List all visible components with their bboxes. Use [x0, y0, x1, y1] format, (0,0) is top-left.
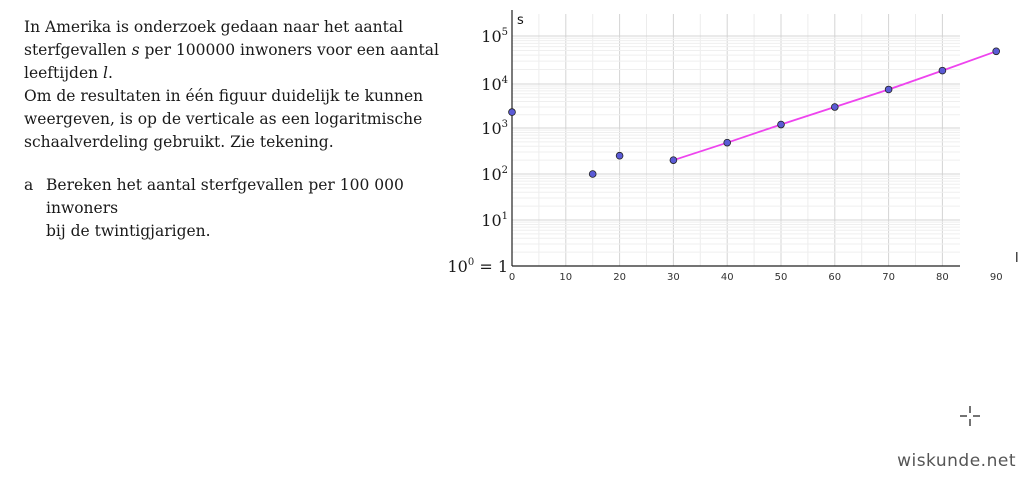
data-point — [723, 138, 732, 147]
intro-line-1: In Amerika is onderzoek gedaan naar het … — [24, 18, 404, 36]
watermark: wiskunde.net — [897, 451, 1016, 471]
x-tick-label: 90 — [990, 272, 1003, 283]
y-axis-label: s — [517, 13, 524, 28]
crosshair-cursor-icon — [960, 406, 980, 426]
intro-line-2: sterfgevallen s per 100000 inwoners voor… — [24, 41, 439, 59]
log-scale-chart: s l 0 10 20 30 40 50 60 70 80 90 100 = 1 101 102 103 104… — [448, 10, 1019, 283]
data-point — [669, 156, 678, 164]
x-axis-label: l — [1015, 251, 1019, 266]
question-text: Bereken het aantal sterfgevallen per 100… — [46, 176, 404, 240]
intro-text: In Amerika is onderzoek gedaan naar het … — [24, 16, 444, 154]
x-tick-label: 30 — [667, 272, 680, 283]
x-tick-label: 10 — [559, 272, 572, 283]
data-point — [777, 120, 785, 129]
x-tick-label: 70 — [882, 272, 895, 283]
intro-line-3: leeftijden l. — [24, 64, 113, 82]
x-tick-label: 80 — [936, 272, 949, 283]
data-point — [615, 151, 624, 160]
question-letter: a — [24, 176, 34, 194]
data-point — [830, 103, 839, 111]
data-point — [884, 85, 893, 94]
intro-line-6: schaalverdeling gebruikt. Zie tekening. — [24, 133, 334, 151]
x-tick-label: 20 — [613, 272, 626, 283]
y-tick-label: 105 — [481, 27, 508, 46]
data-point — [992, 47, 1000, 56]
question-a: a Bereken het aantal sterfgevallen per 1… — [24, 174, 444, 243]
x-tick-label: 50 — [775, 272, 788, 283]
y-tick-label: 102 — [481, 165, 508, 184]
x-tick-label: 60 — [828, 272, 841, 283]
y-tick-label: 104 — [481, 75, 508, 94]
data-point — [508, 108, 516, 116]
data-point — [588, 170, 597, 178]
intro-line-5: weergeven, is op de verticale as een log… — [24, 110, 423, 128]
intro-line-4: Om de resultaten in één figuur duidelijk… — [24, 87, 424, 105]
data-point — [938, 66, 947, 75]
x-tick-label: 0 — [509, 272, 515, 283]
y-tick-label: 103 — [481, 119, 508, 138]
y-tick-label: 100 = 1 — [448, 257, 509, 276]
y-tick-label: 101 — [481, 211, 508, 230]
x-tick-label: 40 — [721, 272, 734, 283]
